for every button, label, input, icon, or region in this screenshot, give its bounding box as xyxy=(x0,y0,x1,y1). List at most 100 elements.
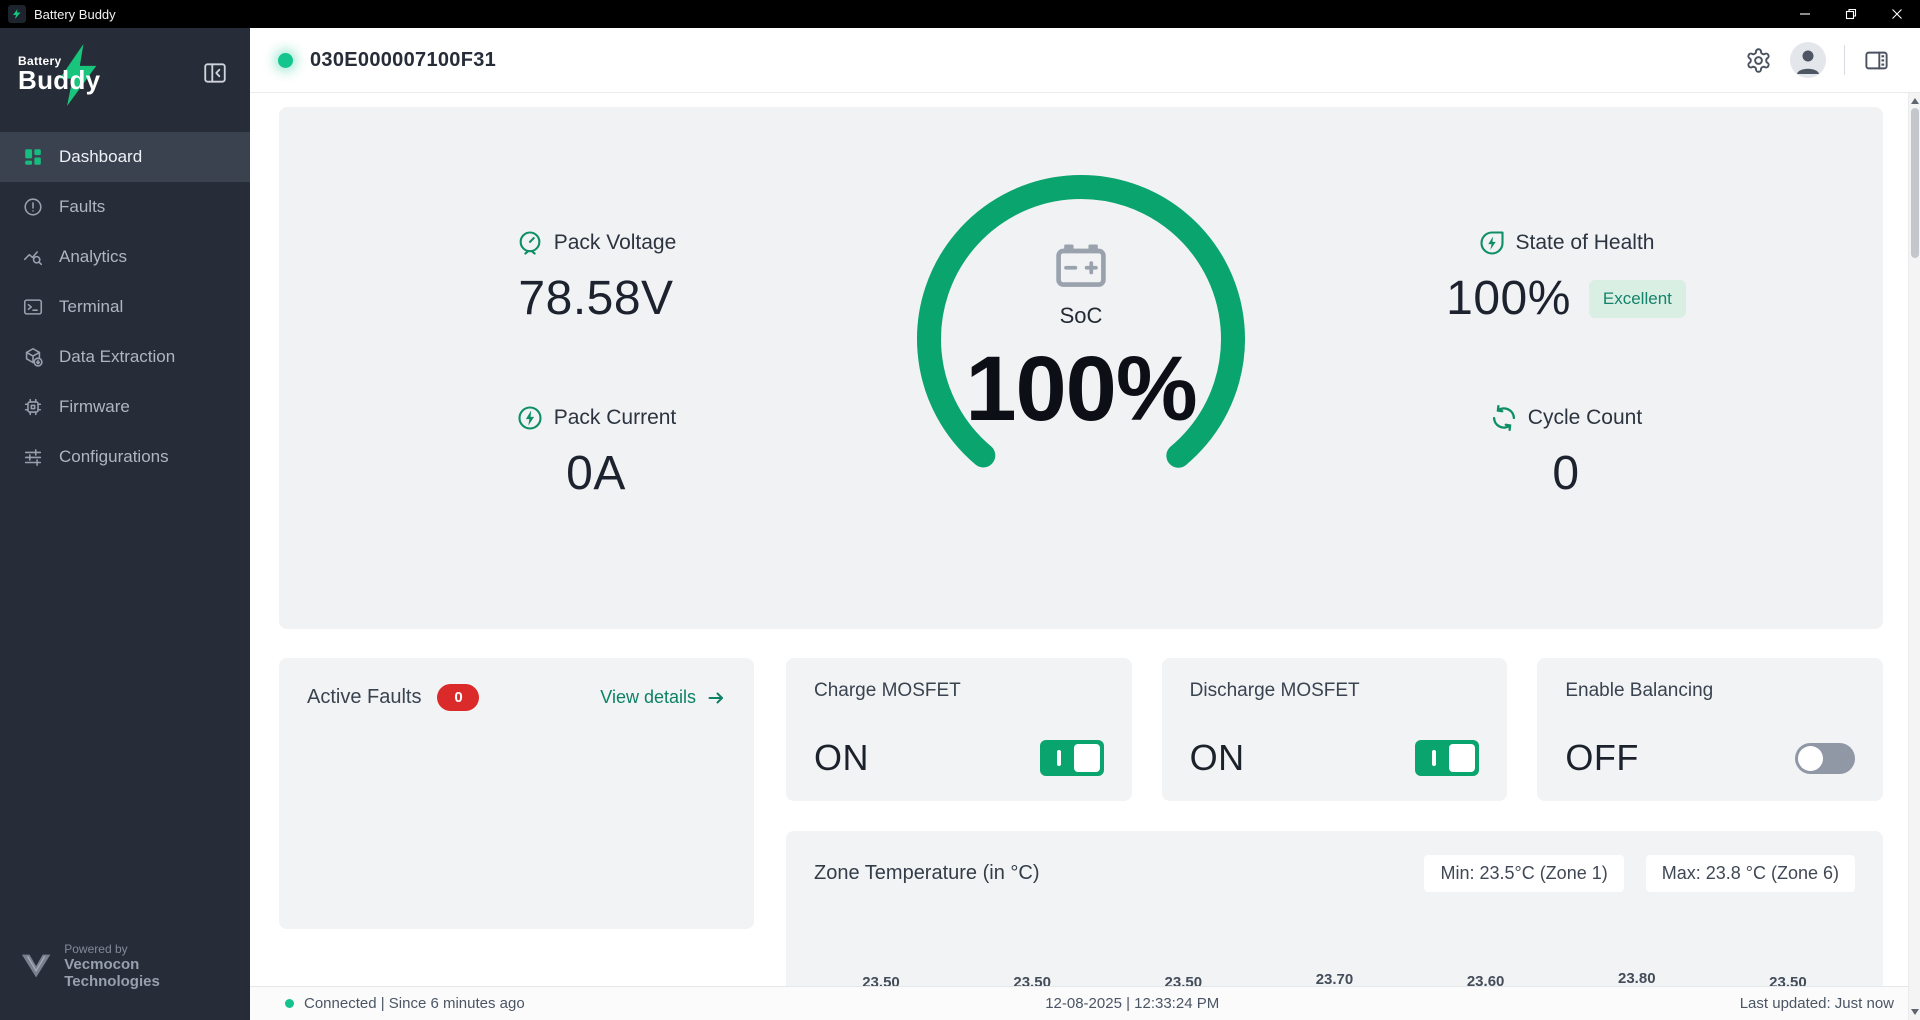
sidebar: Battery Buddy xyxy=(0,28,250,1020)
sidebar-item-data-extraction[interactable]: Data Extraction xyxy=(0,332,250,382)
pack-current-stat: Pack Current 0A xyxy=(516,404,677,501)
analytics-chart-icon xyxy=(22,246,44,268)
vecmocon-logo-icon xyxy=(20,952,52,980)
chip-icon xyxy=(22,396,44,418)
temp-bar-column: 23.80 xyxy=(1570,970,1704,986)
topbar-divider xyxy=(1844,45,1845,75)
terminal-icon xyxy=(22,296,44,318)
toggle-knob xyxy=(1074,744,1100,772)
sidebar-item-label: Configurations xyxy=(59,447,169,467)
window-title: Battery Buddy xyxy=(34,7,116,22)
minimize-button[interactable] xyxy=(1782,0,1828,28)
sidebar-item-label: Faults xyxy=(59,197,105,217)
scrollbar-track[interactable] xyxy=(1908,93,1920,1020)
temp-bar-value: 23.50 xyxy=(1013,974,1051,986)
discharge-mosfet-toggle[interactable] xyxy=(1415,740,1479,776)
sidebar-item-label: Firmware xyxy=(59,397,130,417)
panel-right-icon xyxy=(1863,47,1890,74)
user-icon xyxy=(1790,42,1826,78)
scroll-up-arrow[interactable] xyxy=(1911,98,1919,104)
voltmeter-icon xyxy=(516,229,544,257)
temp-bar-column: 23.50 xyxy=(1116,974,1250,986)
toggle-on-mark xyxy=(1432,750,1436,766)
charge-mosfet-toggle[interactable] xyxy=(1040,740,1104,776)
last-updated-text: Last updated: Just now xyxy=(1740,995,1894,1012)
active-faults-title: Active Faults xyxy=(307,686,421,709)
sidebar-footer: Powered by Vecmocon Technologies xyxy=(0,942,250,1020)
soc-label: SoC xyxy=(1060,303,1103,329)
temp-bar-column: 23.50 xyxy=(965,974,1099,986)
dashboard-content: Pack Voltage 78.58V Pack Current xyxy=(250,93,1920,986)
sidebar-menu: Dashboard Faults Analytics xyxy=(0,132,250,942)
toggle-knob xyxy=(1798,746,1823,771)
temp-bar-value: 23.50 xyxy=(1165,974,1203,986)
discharge-mosfet-card: Discharge MOSFET ON xyxy=(1162,658,1508,801)
sidebar-item-faults[interactable]: Faults xyxy=(0,182,250,232)
sidebar-item-analytics[interactable]: Analytics xyxy=(0,232,250,282)
view-details-link[interactable]: View details xyxy=(600,687,726,708)
user-avatar-button[interactable] xyxy=(1790,42,1826,78)
arrow-right-icon xyxy=(706,688,726,708)
active-faults-card: Active Faults 0 View details xyxy=(279,658,754,929)
enable-balancing-title: Enable Balancing xyxy=(1565,680,1855,702)
dashboard-grid-icon xyxy=(22,146,44,168)
pack-voltage-label: Pack Voltage xyxy=(554,231,677,255)
datetime-text: 12-08-2025 | 12:33:24 PM xyxy=(525,995,1740,1012)
sidebar-item-label: Data Extraction xyxy=(59,347,175,367)
sidebar-item-terminal[interactable]: Terminal xyxy=(0,282,250,332)
max-temp-badge: Max: 23.8 °C (Zone 6) xyxy=(1646,855,1855,892)
sidebar-collapse-button[interactable] xyxy=(200,58,230,91)
close-icon xyxy=(1891,8,1903,20)
panel-toggle-button[interactable] xyxy=(1863,47,1890,74)
zone-temp-title: Zone Temperature (in °C) xyxy=(814,862,1040,885)
pack-current-value: 0A xyxy=(566,446,626,501)
faults-count-badge: 0 xyxy=(437,684,479,711)
topbar: 030E000007100F31 xyxy=(250,28,1920,93)
maximize-button[interactable] xyxy=(1828,0,1874,28)
battery-icon xyxy=(1050,237,1112,293)
balancing-toggle[interactable] xyxy=(1795,743,1855,774)
sidebar-item-label: Terminal xyxy=(59,297,123,317)
statusbar: Connected | Since 6 minutes ago 12-08-20… xyxy=(250,986,1920,1020)
battery-overview-panel: Pack Voltage 78.58V Pack Current xyxy=(279,107,1883,629)
temp-bar-column: 23.50 xyxy=(1721,974,1855,986)
sidebar-item-firmware[interactable]: Firmware xyxy=(0,382,250,432)
connection-status-text: Connected | Since 6 minutes ago xyxy=(304,995,525,1012)
leaf-bolt-icon xyxy=(1478,229,1506,257)
app-window: Battery Buddy xyxy=(0,0,1920,1020)
alert-circle-icon xyxy=(22,196,44,218)
window-controls xyxy=(1782,0,1920,28)
scrollbar-thumb[interactable] xyxy=(1911,108,1919,258)
temp-bar-value: 23.70 xyxy=(1316,971,1354,986)
scroll-down-arrow[interactable] xyxy=(1911,1009,1919,1015)
sidebar-item-configurations[interactable]: Configurations xyxy=(0,432,250,482)
charge-mosfet-title: Charge MOSFET xyxy=(814,680,1104,702)
temp-bar-value: 23.80 xyxy=(1618,970,1656,986)
temp-bar-value: 23.50 xyxy=(1769,974,1807,986)
device-status-dot xyxy=(278,53,293,68)
pack-voltage-value: 78.58V xyxy=(518,271,673,326)
minimize-icon xyxy=(1799,8,1811,20)
close-button[interactable] xyxy=(1874,0,1920,28)
restore-icon xyxy=(1845,8,1857,20)
min-temp-badge: Min: 23.5°C (Zone 1) xyxy=(1424,855,1623,892)
toggle-on-mark xyxy=(1057,750,1061,766)
sidebar-item-dashboard[interactable]: Dashboard xyxy=(0,132,250,182)
battery-buddy-logo: Battery Buddy xyxy=(0,28,250,120)
temp-bar-column: 23.50 xyxy=(814,974,948,986)
device-id: 030E000007100F31 xyxy=(310,49,496,72)
company-name: Vecmocon Technologies xyxy=(64,956,230,990)
discharge-mosfet-title: Discharge MOSFET xyxy=(1190,680,1480,702)
cycle-count-label: Cycle Count xyxy=(1528,406,1642,430)
pack-current-label: Pack Current xyxy=(554,406,677,430)
app-logo-icon xyxy=(8,5,26,23)
pack-voltage-stat: Pack Voltage 78.58V xyxy=(516,229,677,326)
soh-label: State of Health xyxy=(1516,231,1655,255)
soh-stat: State of Health 100% Excellent xyxy=(1446,229,1686,326)
discharge-mosfet-state: ON xyxy=(1190,737,1245,779)
soh-status-badge: Excellent xyxy=(1589,280,1686,318)
temp-bar-value: 23.50 xyxy=(862,974,900,986)
box-download-icon xyxy=(22,346,44,368)
cycle-count-value: 0 xyxy=(1552,446,1579,501)
settings-button[interactable] xyxy=(1745,47,1772,74)
